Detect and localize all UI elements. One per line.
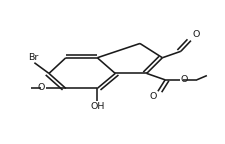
Text: O: O — [37, 83, 44, 92]
Text: O: O — [191, 31, 198, 39]
Text: Br: Br — [28, 53, 39, 62]
Text: OH: OH — [90, 102, 104, 111]
Text: O: O — [180, 75, 187, 84]
Text: O: O — [148, 92, 156, 101]
